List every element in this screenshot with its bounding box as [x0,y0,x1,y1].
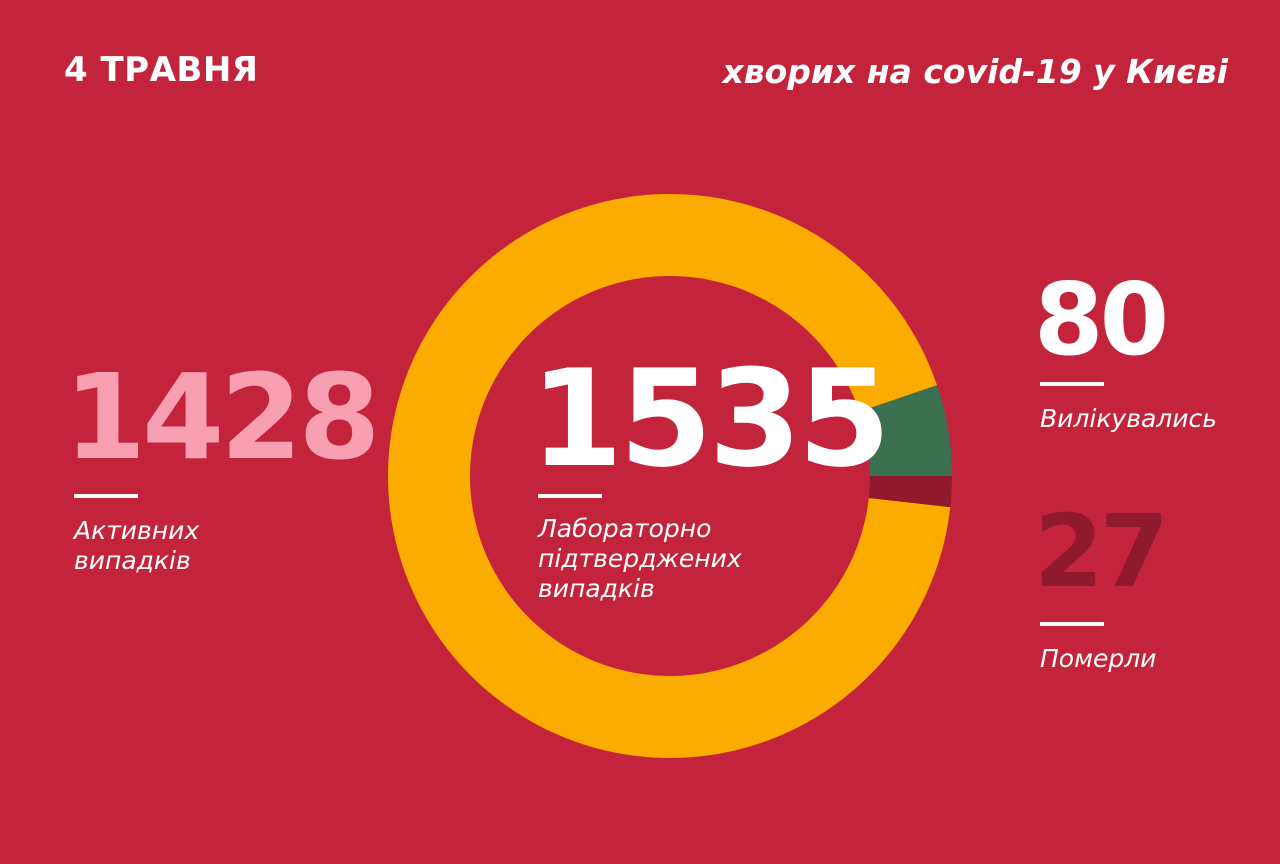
cases-donut-chart [387,194,952,759]
date-label: 4 ТРАВНЯ [64,50,259,90]
deaths-divider [1040,622,1104,626]
active-cases-divider [74,494,138,498]
total-cases-label-line1: Лабораторно [538,514,712,543]
donut-segments [387,194,952,759]
donut-segment-deaths [868,476,952,508]
deaths-label: Померли [1040,644,1157,673]
donut-segment-recovered [859,385,952,476]
recovered-label: Вилікувались [1040,404,1217,433]
total-cases-label-line2: підтверджених [538,544,742,573]
total-cases-number: 1535 [530,341,891,497]
active-cases-label: Активних випадків [74,516,199,576]
recovered-number: 80 [1034,261,1169,378]
total-cases-label: Лабораторно підтверджених випадків [538,514,742,604]
total-cases-divider [538,494,602,498]
total-cases-label-line3: випадків [538,574,655,603]
recovered-divider [1040,382,1104,386]
deaths-number: 27 [1034,493,1169,610]
headline-title: хворих на covid-19 у Києві [722,52,1228,91]
active-cases-number: 1428 [64,348,380,486]
active-cases-label-line2: випадків [74,546,191,575]
active-cases-label-line1: Активних [74,516,200,545]
